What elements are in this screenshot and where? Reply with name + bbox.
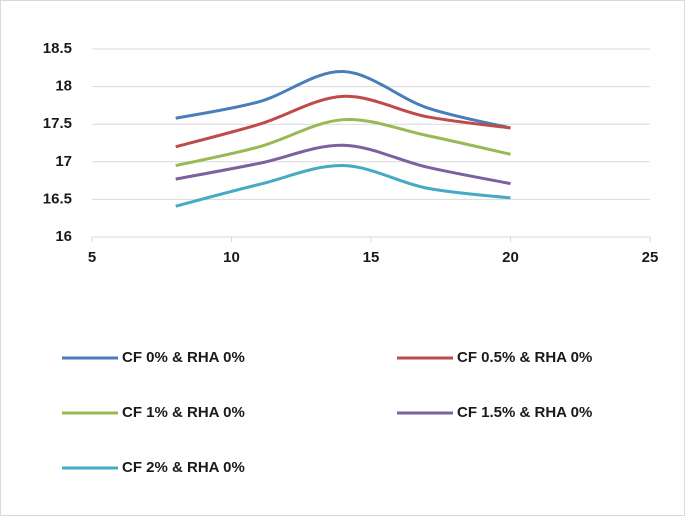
- series-line: [175, 118, 511, 168]
- y-tick-label: 16: [55, 228, 72, 245]
- series-line: [175, 70, 511, 130]
- y-tick-label: 18.5: [43, 40, 72, 57]
- legend-label: CF 2% & RHA 0%: [122, 459, 245, 476]
- y-tick-label: 16.5: [43, 190, 72, 207]
- legend-label: CF 1% & RHA 0%: [122, 404, 245, 421]
- legend-label: CF 1.5% & RHA 0%: [457, 404, 592, 421]
- x-tick-label: 20: [502, 249, 519, 266]
- x-tick-label: 5: [88, 249, 96, 266]
- x-tick-label: 15: [363, 249, 380, 266]
- y-tick-label: 17: [55, 153, 72, 170]
- series-line: [175, 94, 511, 149]
- legend-label: CF 0.5% & RHA 0%: [457, 349, 592, 366]
- series-line: [175, 143, 511, 186]
- x-tick-label: 25: [642, 249, 659, 266]
- series-line: [175, 164, 511, 208]
- x-tick-label: 10: [223, 249, 240, 266]
- y-tick-label: 18: [55, 78, 72, 95]
- legend-label: CF 0% & RHA 0%: [122, 349, 245, 366]
- y-tick-label: 17.5: [43, 115, 72, 132]
